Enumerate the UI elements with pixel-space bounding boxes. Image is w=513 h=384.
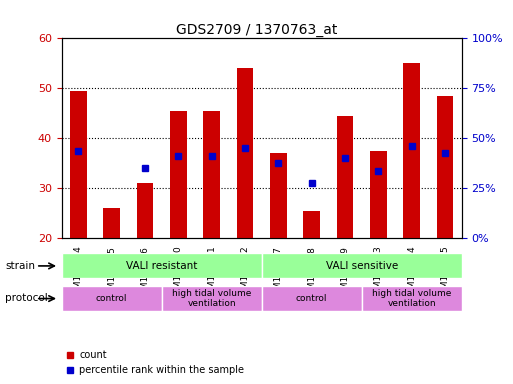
Text: control: control — [96, 294, 127, 303]
Text: strain: strain — [5, 261, 35, 271]
FancyBboxPatch shape — [362, 286, 462, 311]
Bar — [370, 151, 387, 238]
Text: high tidal volume
ventilation: high tidal volume ventilation — [172, 289, 251, 308]
Bar — [170, 111, 187, 238]
FancyBboxPatch shape — [162, 286, 262, 311]
Bar — [203, 111, 220, 238]
FancyBboxPatch shape — [62, 286, 162, 311]
Bar — [70, 91, 87, 238]
Bar — [403, 63, 420, 238]
Bar — [337, 116, 353, 238]
Text: GDS2709 / 1370763_at: GDS2709 / 1370763_at — [176, 23, 337, 37]
Text: control: control — [296, 294, 327, 303]
Bar — [437, 96, 453, 238]
Bar — [136, 183, 153, 238]
FancyBboxPatch shape — [262, 286, 362, 311]
FancyBboxPatch shape — [262, 253, 462, 278]
FancyBboxPatch shape — [62, 253, 262, 278]
Bar — [236, 68, 253, 238]
Bar — [270, 153, 287, 238]
Text: VALI resistant: VALI resistant — [126, 261, 198, 271]
Bar — [303, 210, 320, 238]
Legend: count, percentile rank within the sample: count, percentile rank within the sample — [66, 351, 244, 375]
Text: protocol: protocol — [5, 293, 48, 303]
Text: high tidal volume
ventilation: high tidal volume ventilation — [372, 289, 451, 308]
Bar — [103, 208, 120, 238]
Text: VALI sensitive: VALI sensitive — [326, 261, 398, 271]
